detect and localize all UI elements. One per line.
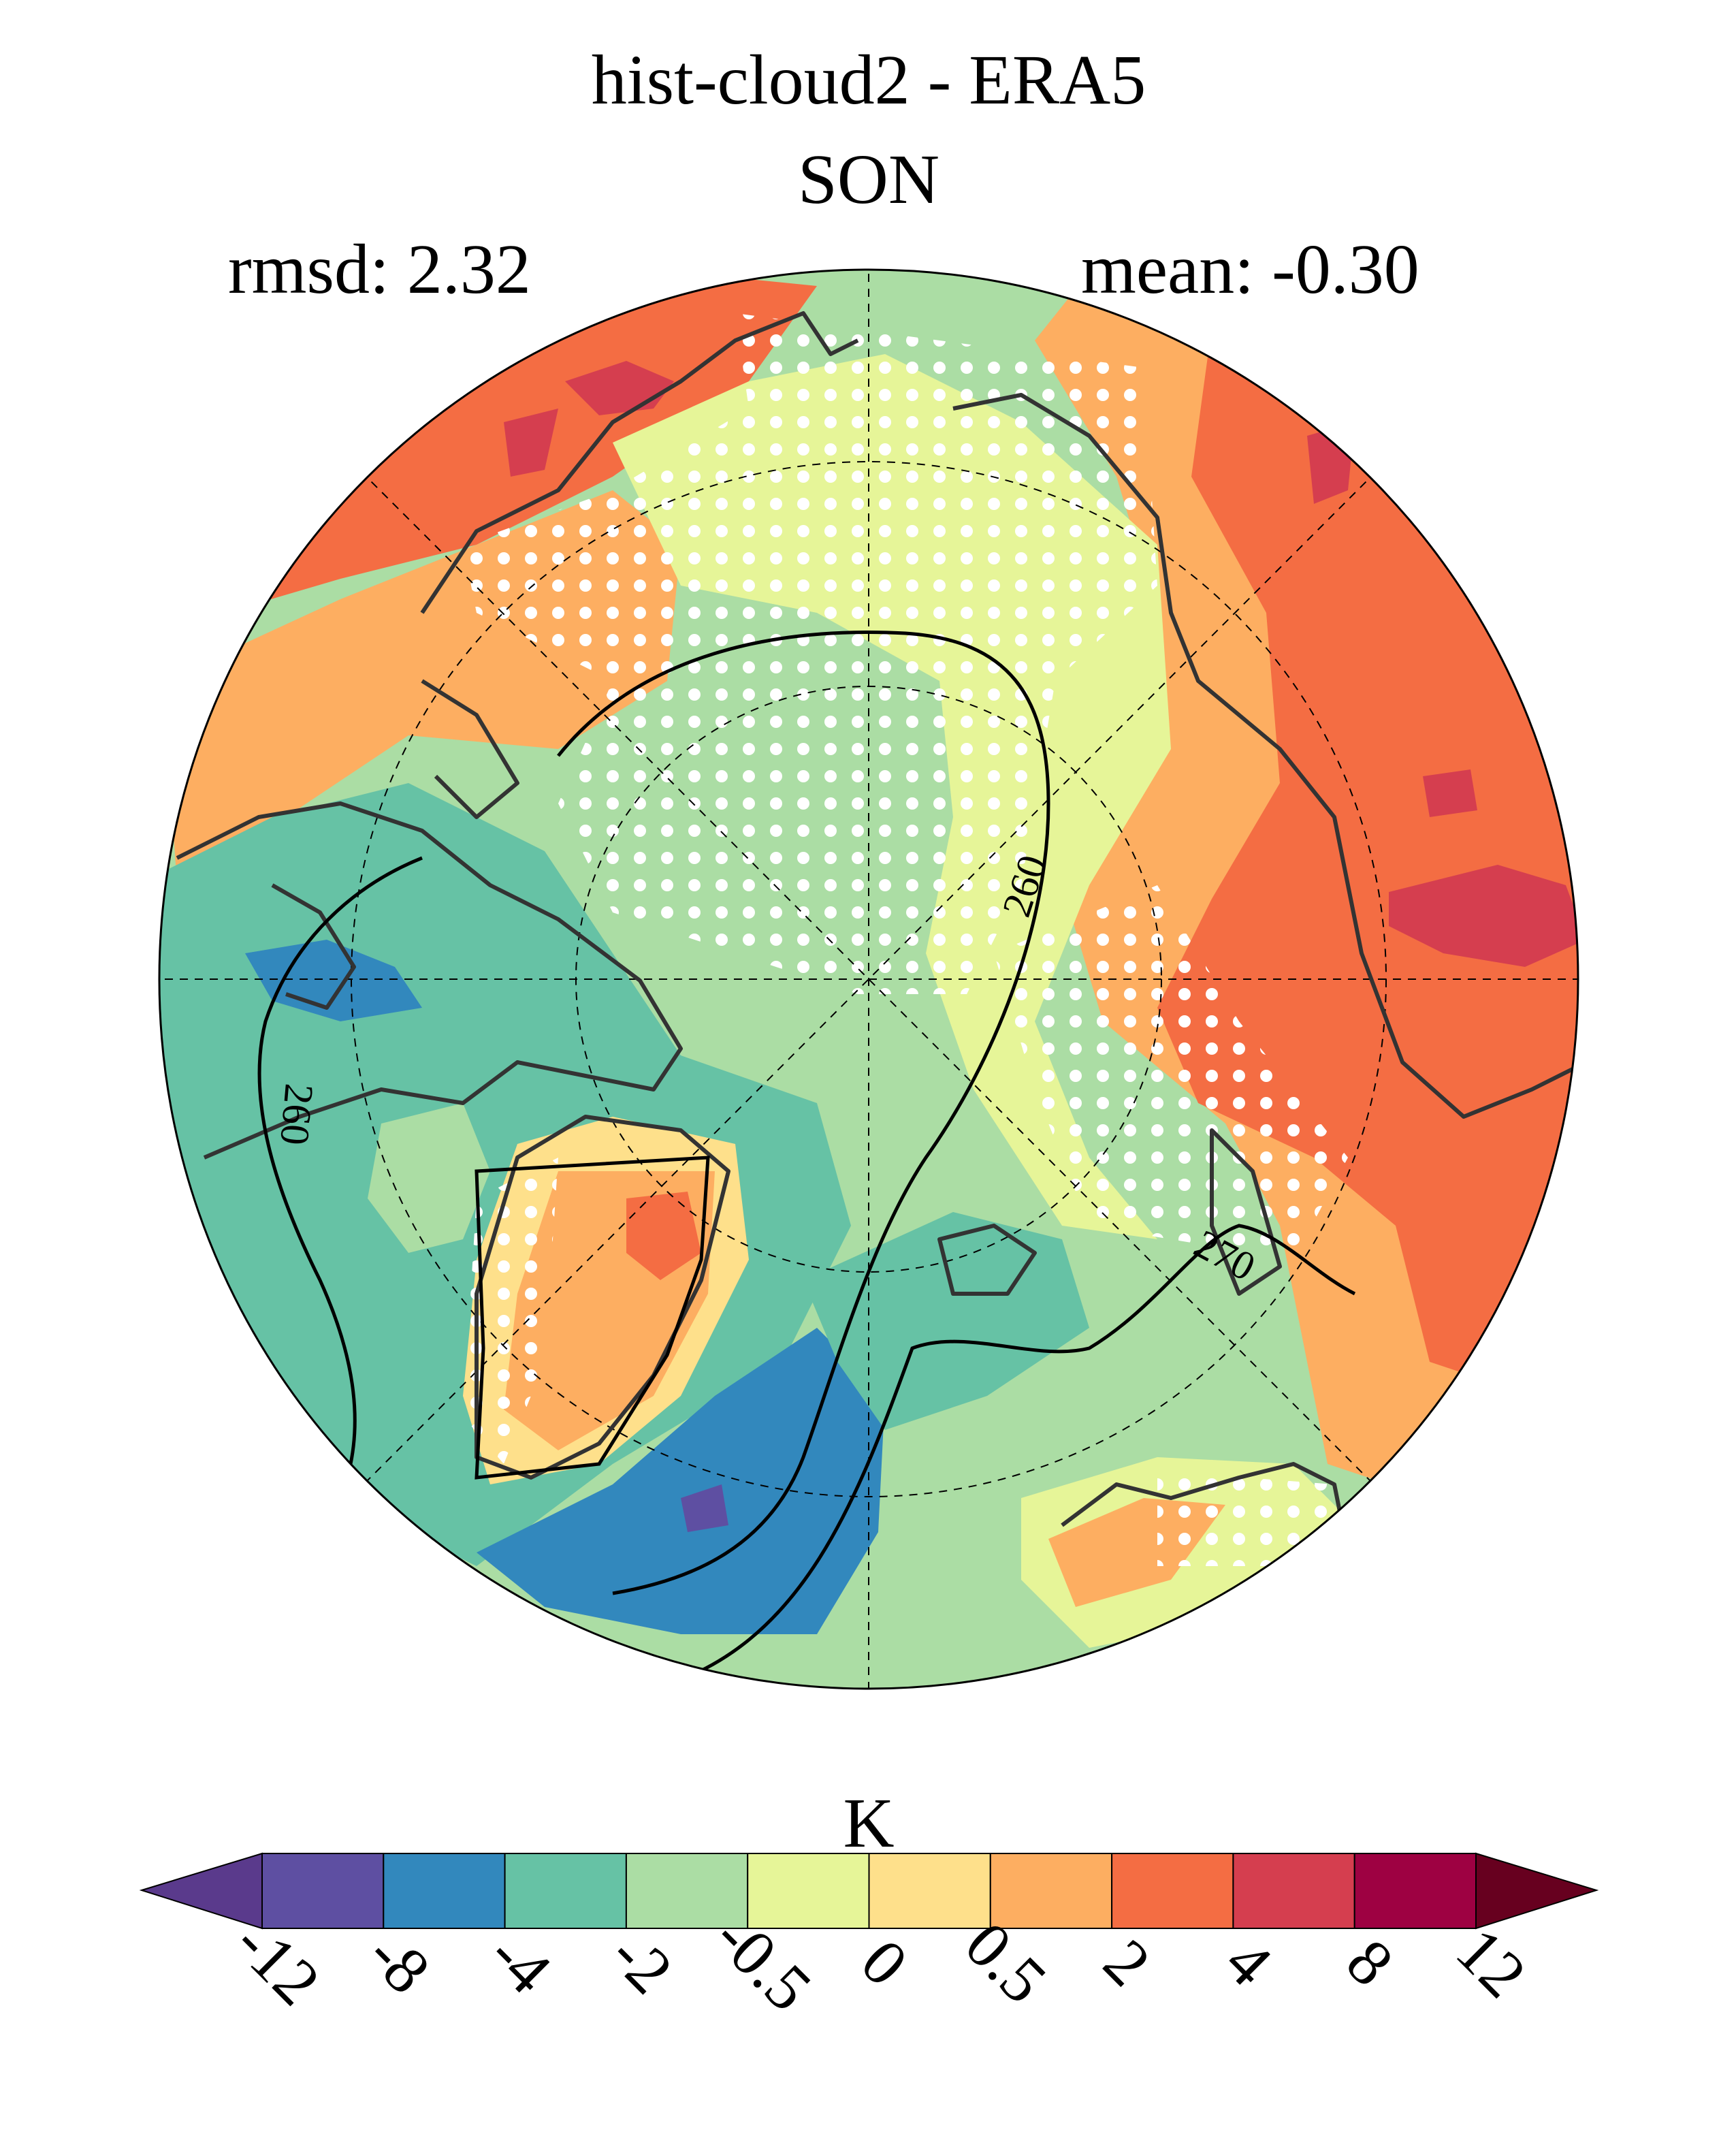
map-subtitle: SON (798, 140, 939, 219)
polar-map (159, 270, 1578, 1689)
field-crimson-east (1389, 865, 1578, 967)
colorbar-unit-label: K (843, 1784, 894, 1862)
colorbar-segment (1353, 1853, 1477, 1929)
colorbar: K -12 -8 -4 -2 -0.5 0 0.5 2 4 8 12 (139, 1784, 1599, 2025)
colorbar-tick-label: 2 (1090, 1925, 1165, 2000)
rmsd-label: rmsd: 2.32 (228, 230, 531, 308)
colorbar-tick-label: -2 (597, 1917, 687, 2007)
field-crimson-northwest2 (504, 409, 558, 477)
mean-label: mean: -0.30 (1081, 230, 1419, 308)
colorbar-segment (989, 1853, 1113, 1929)
colorbar-tick-label: -8 (354, 1917, 444, 2007)
colorbar-segment (625, 1853, 749, 1929)
colorbar-tick-label: -4 (475, 1917, 565, 2007)
colorbar-tick-label: 4 (1212, 1925, 1287, 2000)
colorbar-tick-label: 8 (1333, 1925, 1408, 2000)
map-frame (158, 268, 1579, 1690)
colorbar-segment (1111, 1853, 1234, 1929)
field-lightgreen-west (368, 1103, 490, 1253)
field-blue-south (477, 1328, 885, 1634)
colorbar-segment (1232, 1853, 1355, 1929)
colorbar-segment (747, 1853, 870, 1929)
field-crimson-east2 (1423, 769, 1477, 817)
colorbar-segment (504, 1853, 627, 1929)
colorbar-segment (261, 1853, 385, 1929)
colorbar-under-arrow (139, 1852, 263, 1930)
field-red-greenland (626, 1192, 701, 1280)
colorbar-segment (868, 1853, 991, 1929)
temperature-contours (257, 631, 1356, 1689)
contour-label-260-west: 260 (272, 1082, 322, 1147)
colorbar-segment (383, 1853, 506, 1929)
field-teal-south (803, 1212, 1089, 1430)
map-title: hist-cloud2 - ERA5 (592, 41, 1146, 119)
colorbar-tick-label: 0 (848, 1925, 922, 2000)
field-blue-west (245, 940, 422, 1021)
field-purple-south (681, 1484, 728, 1532)
